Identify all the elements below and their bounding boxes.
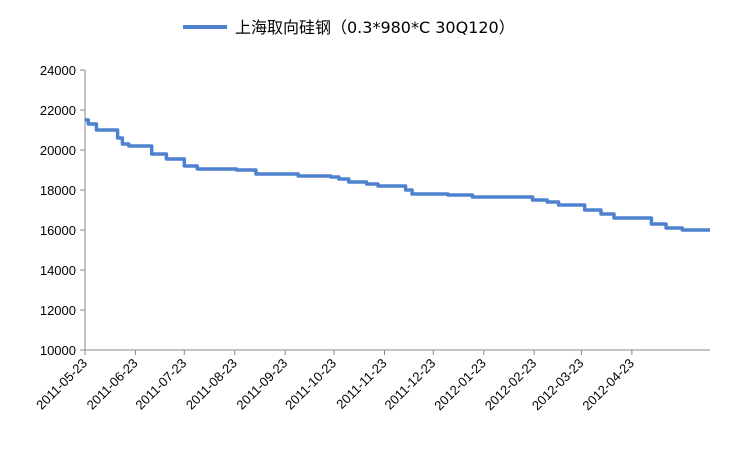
x-tick-label: 2012-04-23: [579, 356, 637, 414]
x-tick-label: 2012-03-23: [529, 356, 587, 414]
y-tick-label: 10000: [40, 343, 76, 358]
y-tick-label: 24000: [40, 63, 76, 78]
legend-label: 上海取向硅钢（0.3*980*C 30Q120）: [235, 18, 515, 37]
legend: 上海取向硅钢（0.3*980*C 30Q120）: [183, 18, 515, 37]
x-tick-label: 2011-07-23: [132, 356, 189, 413]
x-tick-label: 2011-12-23: [381, 356, 438, 413]
y-tick-label: 16000: [40, 223, 76, 238]
x-axis: 2011-05-232011-06-232011-07-232011-08-23…: [33, 349, 710, 414]
y-tick-label: 20000: [40, 143, 76, 158]
x-tick-label: 2011-09-23: [233, 356, 290, 413]
x-tick-label: 2011-06-23: [84, 356, 141, 413]
y-axis: 10000 12000 14000 16000 18000 20000 22000 24000: [40, 63, 86, 358]
x-tick-label: 2011-05-23: [33, 356, 90, 413]
x-tick-label: 2011-11-23: [333, 356, 389, 412]
y-tick-label: 14000: [40, 263, 76, 278]
y-tick-label: 12000: [40, 303, 76, 318]
x-tick-label: 2011-08-23: [183, 356, 240, 413]
y-tick-label: 22000: [40, 103, 76, 118]
x-tick-label: 2011-10-23: [282, 356, 339, 413]
plot-area: [85, 118, 710, 232]
x-tick-label: 2012-01-23: [431, 356, 489, 414]
y-tick-label: 18000: [40, 183, 76, 198]
series-line: [85, 118, 710, 232]
